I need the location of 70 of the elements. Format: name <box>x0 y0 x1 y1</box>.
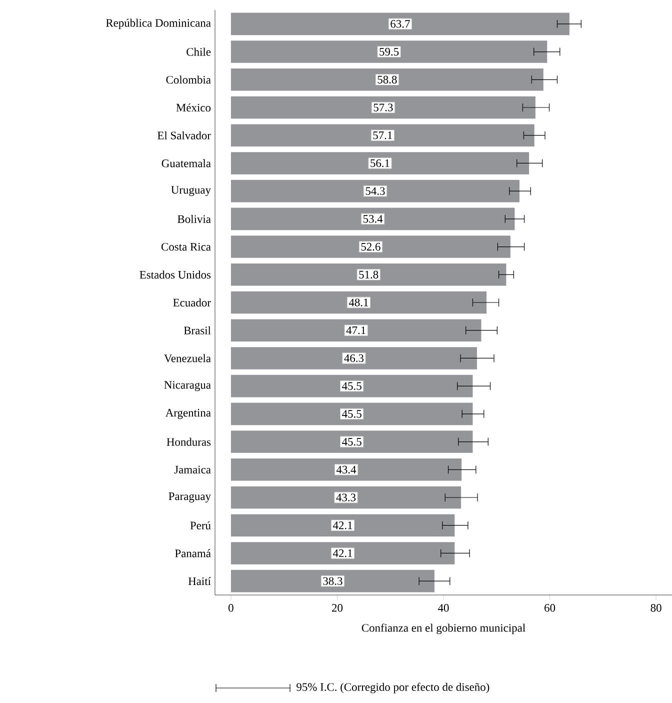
y-tick-label: Guatemala <box>162 159 211 168</box>
bar <box>230 152 530 174</box>
y-tick-label: Costa Rica <box>161 242 211 251</box>
y-tick-label: Brasil <box>184 326 211 334</box>
data-label: 42.1 <box>332 549 352 558</box>
bar <box>230 291 487 314</box>
y-tick-label: Paraguay <box>168 492 211 502</box>
bar <box>230 236 510 258</box>
data-label: 56.1 <box>370 159 390 168</box>
y-tick-label: Uruguay <box>171 186 211 196</box>
x-tick-label: 20 <box>332 604 343 612</box>
x-tick-label: 60 <box>544 604 556 612</box>
y-tick-label: Ecuador <box>173 298 211 307</box>
data-label: 58.8 <box>378 76 397 84</box>
y-tick-label: México <box>176 103 211 112</box>
data-label: 48.1 <box>348 298 368 306</box>
bar <box>230 570 434 592</box>
text: 95% I.C. (Corregido por efecto de diseño) <box>296 682 490 694</box>
bar <box>230 12 570 36</box>
y-tick-label: Chile <box>186 48 211 56</box>
y-tick-label: Nicaragua <box>164 381 211 392</box>
bar <box>230 124 534 146</box>
data-label: 51.8 <box>359 270 378 279</box>
data-label: 38.3 <box>323 577 342 585</box>
x-tick-label: 80 <box>650 604 662 612</box>
data-label: 45.5 <box>342 382 362 390</box>
bar <box>230 402 473 426</box>
y-tick-label: Honduras <box>166 438 211 446</box>
bar <box>230 458 462 481</box>
y-tick-label: El Salvador <box>158 131 211 140</box>
y-tick-label: Panamá <box>175 549 211 558</box>
y-tick-label: Jamaica <box>174 466 211 474</box>
bar <box>230 374 473 398</box>
data-label: 45.5 <box>342 410 362 418</box>
data-label: 57.1 <box>373 131 392 140</box>
data-label: 47.1 <box>346 326 366 334</box>
data-label: 43.3 <box>336 494 356 502</box>
bar <box>230 542 455 564</box>
bar <box>230 180 520 202</box>
data-label: 63.7 <box>390 20 410 28</box>
data-label: 57.3 <box>374 104 393 112</box>
y-tick-label: Perú <box>190 521 211 530</box>
data-label: 59.5 <box>380 48 399 56</box>
y-tick-label: Argentina <box>165 408 211 419</box>
bar <box>230 486 462 509</box>
bar <box>230 68 544 91</box>
x-axis-title: Confianza en el gobierno municipal <box>362 624 526 634</box>
bar <box>230 40 548 63</box>
y-tick-label: Bolivia <box>178 214 211 223</box>
y-tick-label: Estados Unidos <box>140 270 211 279</box>
bar <box>230 208 515 230</box>
data-label: 53.4 <box>363 215 383 223</box>
bar <box>230 264 506 286</box>
data-label: 43.4 <box>336 466 356 474</box>
y-tick-label: Colombia <box>166 76 211 84</box>
x-tick-label: 0 <box>228 604 234 612</box>
data-label: 54.3 <box>366 187 385 195</box>
data-label: 45.5 <box>342 438 362 446</box>
data-label: 52.6 <box>361 242 380 251</box>
bar <box>230 514 455 536</box>
data-label: 46.3 <box>344 354 364 362</box>
bar <box>230 96 536 119</box>
bar <box>230 430 473 453</box>
y-tick-label: Venezuela <box>164 354 211 362</box>
y-tick-label: Haití <box>188 577 211 586</box>
bar <box>230 347 477 370</box>
x-tick-label: 40 <box>438 604 449 612</box>
bar <box>230 319 482 342</box>
y-tick-label: República Dominicana <box>106 18 211 30</box>
data-label: 42.1 <box>332 521 352 530</box>
